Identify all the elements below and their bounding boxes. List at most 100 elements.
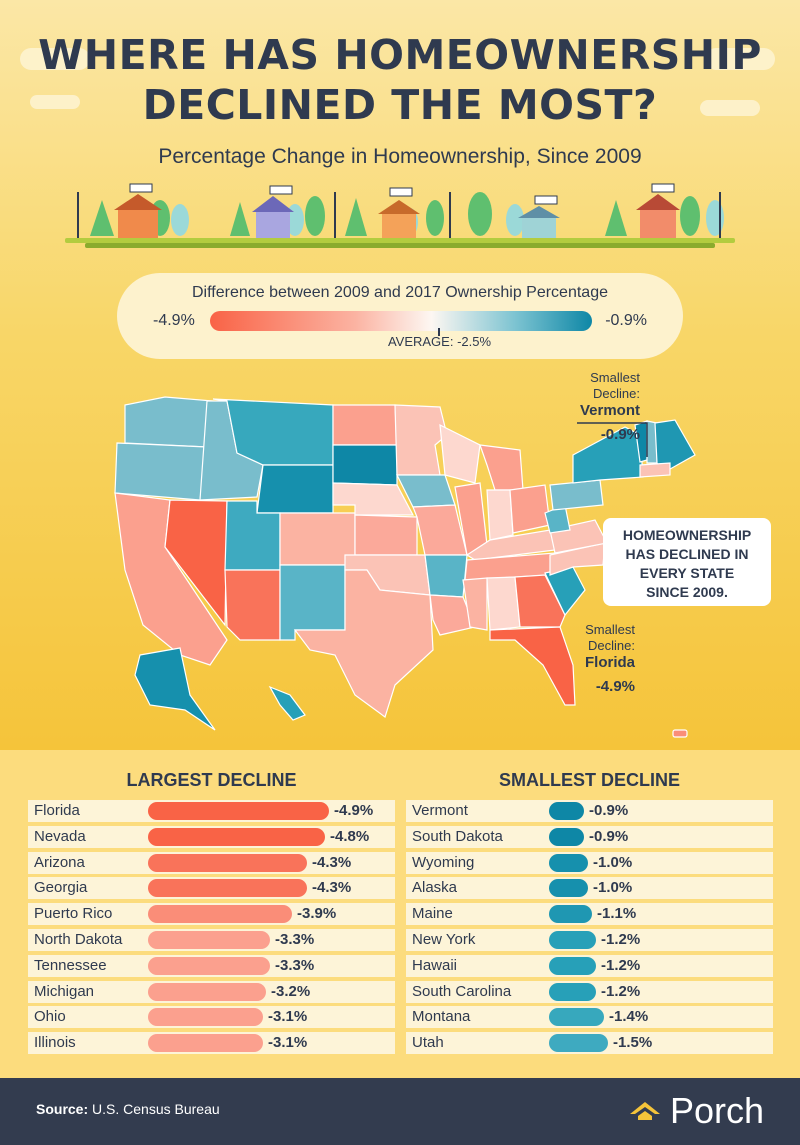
bar-category-label: North Dakota [34,931,123,948]
state-pennsylvania [549,479,604,511]
bar-row: Vermont -0.9% [406,800,773,822]
bar-row: North Dakota -3.3% [28,929,395,951]
page-subtitle: Percentage Change in Homeownership, Sinc… [158,145,642,168]
bar-row: Ohio -3.1% [28,1006,395,1029]
bar-row: Florida -4.9% [28,800,395,822]
bar-mark [549,931,596,949]
bar-value-label: -1.1% [597,905,637,923]
bar-row: Utah -1.5% [406,1032,773,1055]
annotation-smallest-value: -0.9% [600,426,640,443]
state-nevada [164,499,228,627]
state-alabama [486,576,521,631]
bar-category-label: Utah [412,1034,444,1052]
bar-value-label: -1.0% [593,879,633,897]
annotation-smallest-decline: Smallest Decline: Vermont -0.9% [560,370,640,450]
state-minnesota [394,404,448,476]
bar-mark [148,853,307,872]
bar-value-label: -3.3% [275,956,315,974]
bar-value-label: -3.2% [271,982,311,1000]
bar-row: Montana -1.4% [406,1006,773,1029]
bar-row: Georgia -4.3% [28,877,395,900]
porch-logo-icon [630,1102,660,1120]
bar-value-label: -1.2% [601,956,641,974]
callout-line-3: EVERY STATE [639,565,735,581]
bar-mark [148,931,270,949]
annotation-smallest-state: Vermont [579,402,640,419]
us-choropleth-map [114,396,696,738]
bar-value-label: -4.9% [334,802,374,819]
largest-decline-heading: LARGEST DECLINE [126,770,297,790]
bar-mark [148,827,325,846]
bar-row: Michigan -3.2% [28,980,395,1003]
bar-mark [549,1008,604,1027]
bar-value-label: -3.3% [275,931,315,948]
source-label: Source: [36,1101,89,1117]
bar-category-label: New York [412,931,476,948]
bar-row: Alaska -1.0% [406,877,773,900]
bar-row: New York -1.2% [406,929,773,951]
bar-category-label: Illinois [34,1034,76,1052]
bar-category-label: Montana [412,1008,471,1026]
bar-mark [148,905,292,924]
legend-max-label: -0.9% [605,312,647,329]
state-new-mexico [279,564,346,641]
bar-mark [148,1034,263,1053]
bar-mark [148,879,307,898]
bar-value-label: -4.3% [312,853,352,871]
bar-row: Hawaii -1.2% [406,954,773,977]
bar-row: Arizona -4.3% [28,851,395,874]
bar-category-label: Maine [412,905,453,923]
bar-category-label: Wyoming [412,853,475,871]
annotation-largest-state: Florida [584,654,635,671]
page-title: WHERE HAS HOMEOWNERSHIP DECLINED THE MOS… [0,30,800,130]
bar-value-label: -1.5% [613,1034,653,1052]
bar-mark [549,956,596,975]
state-washington [124,396,214,448]
bar-mark [148,1008,263,1027]
bar-row: Illinois -3.1% [28,1032,395,1055]
bar-category-label: Florida [34,802,80,819]
bar-mark [148,982,266,1001]
state-michigan [479,444,524,491]
footer: Source: U.S. Census Bureau Porch [0,1078,800,1145]
bar-value-label: -1.2% [601,931,641,948]
title-line-2: DECLINED THE MOST? [142,81,658,129]
callout-line-4: SINCE 2009. [646,584,728,600]
bar-mark [549,879,588,898]
state-maine [654,419,696,474]
cloud-decoration [30,95,80,109]
bar-value-label: -0.9% [589,827,629,845]
bar-mark [549,982,596,1001]
bar-category-label: Hawaii [412,956,458,974]
bar-value-label: -1.2% [601,982,641,1000]
bar-mark [549,1034,608,1053]
bar-value-label: -3.1% [268,1008,308,1026]
bar-category-label: South Dakota [412,827,503,845]
legend: Difference between 2009 and 2017 Ownersh… [117,273,683,359]
state-hawaii [268,685,306,721]
state-florida [489,626,576,706]
state-colorado [279,512,356,566]
state-arizona [224,569,281,641]
state-kansas [354,514,418,556]
legend-min-label: -4.9% [153,312,195,329]
state-nebraska [332,482,414,516]
bar-mark [549,853,588,872]
state-louisiana [429,594,476,636]
annotation-largest-line-1: Smallest [585,622,635,637]
cloud-decoration [700,100,760,116]
bar-mark [148,956,270,975]
annotation-smallest-line-1: Smallest [590,370,640,385]
bar-row: Wyoming -1.0% [406,851,773,874]
bar-mark [549,905,592,924]
bar-row: Tennessee -3.3% [28,954,395,977]
state-south-dakota [332,444,398,486]
state-texas [293,569,434,718]
legend-color-scale [210,311,592,331]
bar-row: South Dakota -0.9% [406,825,773,848]
state-wyoming [256,464,334,514]
annotation-largest-decline: Smallest Decline: Florida -4.9% [555,622,635,702]
bar-value-label: -4.8% [330,827,370,845]
callout-line-1: HOMEOWNERSHIP [622,527,752,543]
